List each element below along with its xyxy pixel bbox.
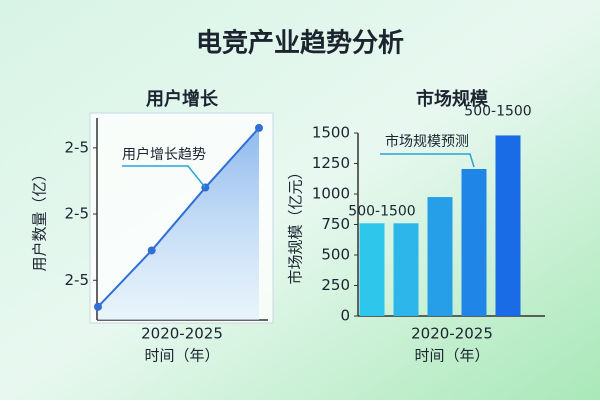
y-tick-label: 2-5 — [65, 205, 90, 223]
bar — [427, 197, 453, 316]
bar — [393, 223, 419, 316]
annotation-leader — [122, 165, 206, 189]
bar-annotation: 市场规模预测 — [385, 133, 469, 150]
y-tick-label: 250 — [321, 276, 350, 294]
y-tick-label: 750 — [321, 215, 350, 233]
line — [97, 127, 260, 308]
x-axis-label: 时间（年） — [414, 347, 489, 365]
chart-title: 用户增长 — [146, 88, 219, 110]
y-axis-label: 用户数量（亿） — [31, 166, 49, 271]
point — [255, 123, 263, 132]
line-annotation: 用户增长趋势 — [122, 146, 206, 163]
bar — [461, 168, 487, 316]
x-range-label: 2020-2025 — [141, 325, 223, 343]
y-tick-label: 500 — [321, 246, 350, 264]
bar-annotation: 500-1500 — [464, 103, 531, 119]
bar — [359, 223, 385, 316]
y-tick-label: 1000 — [312, 185, 350, 203]
bar-annotation: 500-1500 — [348, 203, 415, 219]
chart-title: 市场规模 — [416, 88, 489, 110]
y-axis-label: 市场规模（亿元） — [287, 164, 305, 284]
bar — [495, 135, 521, 316]
y-tick-label: 1250 — [312, 154, 350, 172]
page-title: 电竞产业趋势分析 — [196, 28, 404, 59]
x-axis-label: 时间（年） — [144, 347, 219, 365]
y-tick-label: 0 — [340, 307, 350, 325]
y-tick-label: 2-5 — [65, 271, 90, 289]
y-tick-label: 1500 — [312, 124, 350, 142]
area — [98, 127, 259, 321]
x-range-label: 2020-2025 — [411, 325, 493, 343]
annotation-leader — [380, 153, 475, 168]
y-tick-label: 2-5 — [65, 138, 90, 156]
point — [94, 302, 102, 311]
point — [147, 246, 156, 255]
